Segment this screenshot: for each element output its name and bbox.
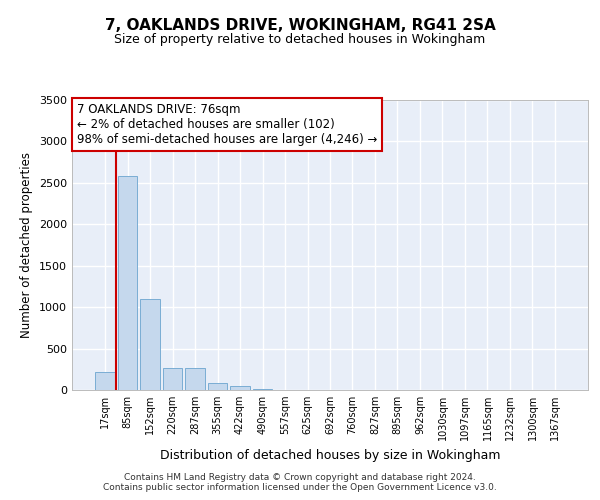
Y-axis label: Number of detached properties: Number of detached properties <box>20 152 34 338</box>
Bar <box>208 382 227 390</box>
Bar <box>118 176 137 390</box>
X-axis label: Distribution of detached houses by size in Wokingham: Distribution of detached houses by size … <box>160 448 500 462</box>
Text: Size of property relative to detached houses in Wokingham: Size of property relative to detached ho… <box>115 32 485 46</box>
Bar <box>253 389 272 390</box>
Bar <box>163 368 182 390</box>
Text: 7, OAKLANDS DRIVE, WOKINGHAM, RG41 2SA: 7, OAKLANDS DRIVE, WOKINGHAM, RG41 2SA <box>104 18 496 32</box>
Text: 7 OAKLANDS DRIVE: 76sqm
← 2% of detached houses are smaller (102)
98% of semi-de: 7 OAKLANDS DRIVE: 76sqm ← 2% of detached… <box>77 103 377 146</box>
Bar <box>95 372 115 390</box>
Bar <box>230 386 250 390</box>
Bar <box>140 299 160 390</box>
Bar <box>185 368 205 390</box>
Text: Contains HM Land Registry data © Crown copyright and database right 2024.
Contai: Contains HM Land Registry data © Crown c… <box>103 473 497 492</box>
